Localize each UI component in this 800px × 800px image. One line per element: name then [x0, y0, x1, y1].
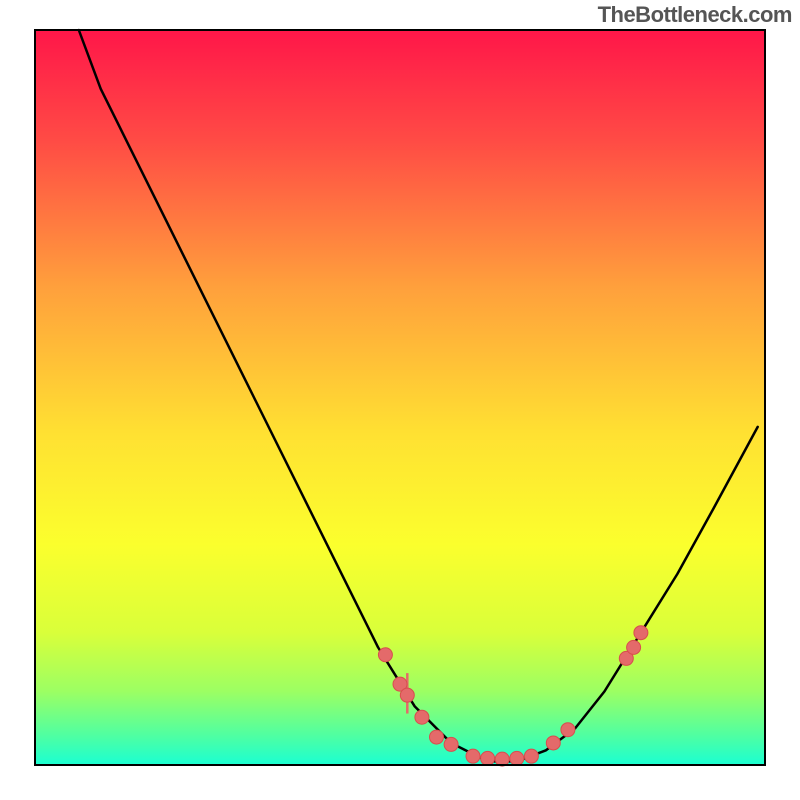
watermark-text: TheBottleneck.com [598, 2, 792, 28]
bottleneck-chart [0, 0, 800, 800]
